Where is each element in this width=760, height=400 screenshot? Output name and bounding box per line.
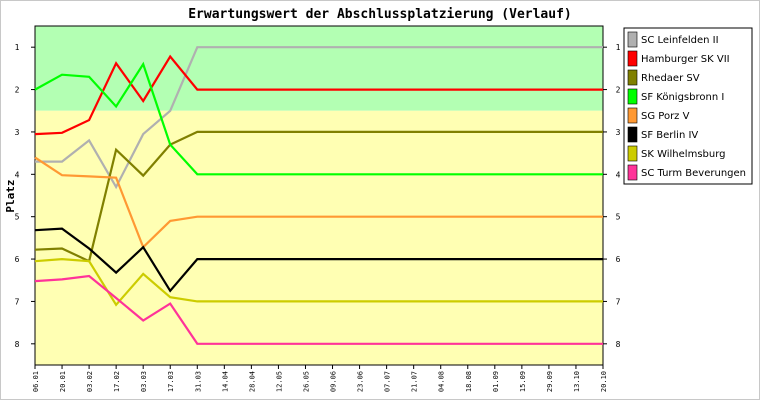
- x-tick-label: 12.05: [275, 371, 283, 392]
- x-tick-label: 03.03: [140, 371, 148, 392]
- y-tick-label-right: 2: [616, 86, 621, 95]
- series-line-6: [34, 257, 603, 307]
- series-line-5: [34, 227, 603, 293]
- legend-label: Rhedaer SV: [641, 73, 700, 84]
- series-line-7: [34, 274, 603, 345]
- y-tick-label-right: 4: [616, 170, 621, 179]
- y-tick-label-left: 8: [15, 340, 20, 349]
- x-tick-label: 07.07: [384, 371, 392, 392]
- legend-swatch: [627, 50, 638, 67]
- legend-label: SC Turm Beverungen: [641, 168, 746, 179]
- x-tick-label: 03.02: [86, 371, 94, 392]
- plot-border: [34, 25, 604, 366]
- legend-label: SK Wilhelmsburg: [641, 149, 726, 160]
- legend-swatch: [627, 88, 638, 105]
- y-tick-label-left: 6: [15, 255, 20, 264]
- legend-swatch: [627, 164, 638, 181]
- x-tick-label: 31.03: [194, 371, 202, 392]
- legend-swatch: [627, 107, 638, 124]
- legend-label: SF Berlin IV: [641, 130, 698, 141]
- y-tick-label-right: 5: [616, 213, 621, 222]
- y-tick-label-right: 8: [616, 340, 621, 349]
- y-tick-label-right: 7: [616, 297, 621, 306]
- legend-box: [623, 27, 753, 185]
- band-0: [35, 26, 603, 111]
- x-tick-label: 06.01: [32, 371, 40, 392]
- series-line-0: [35, 46, 603, 190]
- y-tick-label-right: 1: [616, 43, 621, 52]
- series-line-3: [34, 61, 603, 176]
- band-1: [35, 110, 603, 365]
- y-tick-label-right: 3: [616, 128, 621, 137]
- x-tick-label: 21.07: [411, 371, 419, 392]
- series-line-1: [34, 54, 603, 136]
- x-tick-label: 26.05: [302, 371, 310, 392]
- legend-label: SG Porz V: [641, 111, 690, 122]
- chart-title: Erwartungswert der Abschlussplatzierung …: [188, 7, 572, 22]
- x-tick-label: 29.09: [546, 371, 554, 392]
- x-tick-label: 20.10: [600, 371, 608, 392]
- legend: SC Leinfelden II Hamburger SK VII Rhedaer …: [623, 27, 753, 185]
- x-tick-label: 15.09: [519, 371, 527, 392]
- y-tick-label-left: 2: [15, 86, 20, 95]
- y-tick-label-left: 5: [15, 213, 20, 222]
- legend-swatch: [627, 145, 638, 162]
- background-bands: [35, 26, 603, 365]
- x-tick-label: 13.10: [573, 371, 581, 392]
- y-tick-label-left: 4: [15, 170, 20, 179]
- x-tick-label: 17.03: [167, 371, 175, 392]
- y-tick-label-left: 3: [15, 128, 20, 137]
- series-lines: [34, 46, 603, 345]
- x-tick-label: 20.01: [59, 371, 67, 392]
- y-tick-label-left: 7: [15, 297, 20, 306]
- legend-label: SF Königsbronn I: [641, 92, 724, 103]
- legend-swatch: [627, 69, 638, 86]
- legend-swatch: [627, 31, 638, 48]
- y-tick-label-left: 1: [15, 43, 20, 52]
- axes: 1 1 2 2 3 3 4 4 5 5 6 6 7 7 8 8 06.01 20.01 03.02 17.02 03.0…: [15, 25, 621, 392]
- legend-label: Hamburger SK VII: [641, 54, 730, 65]
- x-tick-label: 09.06: [330, 371, 338, 392]
- y-tick-label-right: 6: [616, 255, 621, 264]
- x-tick-label: 17.02: [113, 371, 121, 392]
- x-tick-label: 28.04: [248, 371, 256, 392]
- y-axis-label: Platz: [4, 179, 17, 212]
- x-tick-label: 23.06: [357, 371, 365, 392]
- legend-swatch: [627, 126, 638, 143]
- series-line-2: [34, 130, 603, 263]
- x-tick-label: 14.04: [221, 371, 229, 392]
- x-tick-label: 18.08: [465, 371, 473, 392]
- x-tick-label: 01.09: [492, 371, 500, 392]
- series-line-4: [34, 156, 603, 250]
- legend-label: SC Leinfelden II: [641, 35, 719, 46]
- x-tick-label: 04.08: [438, 371, 446, 392]
